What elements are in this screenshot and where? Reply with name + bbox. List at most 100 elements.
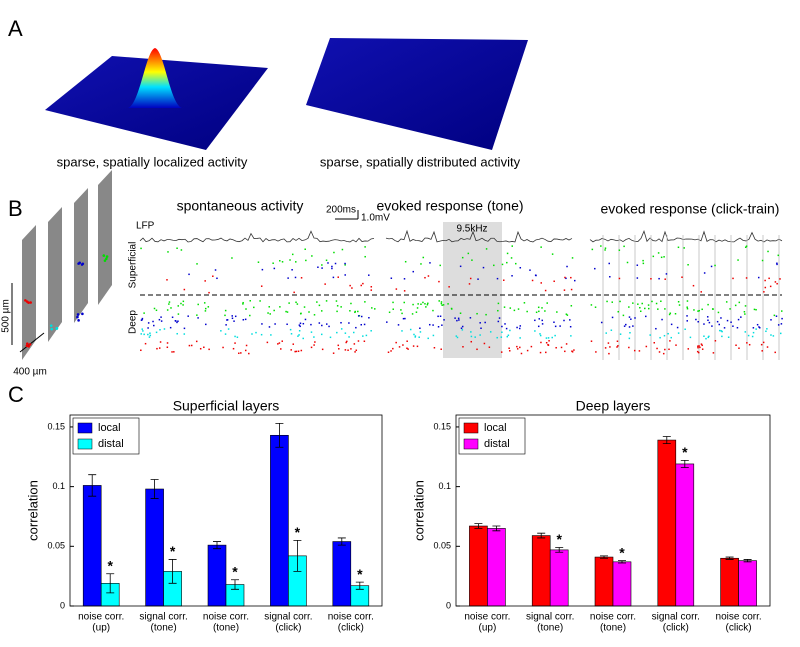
spike-dot bbox=[608, 262, 610, 265]
spike-dot bbox=[752, 327, 755, 329]
spike-dot bbox=[485, 313, 487, 316]
spike-dot bbox=[274, 323, 276, 325]
spike-dot bbox=[296, 303, 299, 305]
spike-dot bbox=[427, 275, 430, 277]
spike-dot bbox=[668, 313, 671, 316]
spike-dot bbox=[509, 307, 512, 309]
spike-dot bbox=[623, 325, 626, 327]
spike-dot bbox=[769, 285, 772, 288]
spike-dot bbox=[212, 275, 214, 277]
spike-dot bbox=[753, 308, 756, 311]
error-bar bbox=[725, 556, 734, 560]
spike-dot bbox=[503, 279, 505, 281]
spike-dot bbox=[540, 341, 542, 344]
spike-dot bbox=[313, 336, 315, 338]
spike-dot bbox=[234, 335, 236, 338]
spike-dot bbox=[291, 253, 294, 256]
spike-dot bbox=[232, 347, 235, 350]
spike-dot bbox=[534, 330, 536, 332]
error-bar bbox=[474, 523, 483, 529]
spike-dot bbox=[298, 324, 301, 326]
spike-dot bbox=[190, 344, 193, 347]
spike-dot bbox=[261, 268, 264, 271]
error-bar bbox=[88, 474, 97, 497]
spike-dot bbox=[752, 331, 755, 334]
spike-dot bbox=[174, 320, 177, 322]
unit-dot bbox=[24, 299, 27, 302]
spike-dot bbox=[413, 333, 415, 336]
spike-dot bbox=[390, 277, 393, 279]
spike-dot bbox=[493, 264, 495, 267]
spike-dot bbox=[606, 300, 608, 303]
spike-dot bbox=[412, 270, 415, 273]
spike-dot bbox=[539, 333, 541, 335]
spike-dot bbox=[261, 323, 263, 325]
spike-dot bbox=[177, 313, 180, 315]
spike-dot bbox=[607, 342, 610, 344]
spike-dot bbox=[663, 256, 665, 258]
spike-dot bbox=[501, 331, 503, 333]
spike-dot bbox=[651, 300, 653, 303]
spike-dot bbox=[501, 325, 503, 328]
spike-dot bbox=[730, 321, 732, 323]
spike-dot bbox=[370, 286, 373, 288]
x-tick-label: (tone) bbox=[213, 623, 239, 634]
spike-dot bbox=[334, 262, 337, 265]
spike-dot bbox=[344, 262, 346, 265]
peak bbox=[128, 48, 182, 108]
spike-dot bbox=[485, 248, 488, 250]
spike-dot bbox=[298, 334, 300, 336]
spike-dot bbox=[374, 308, 376, 310]
layer-label: Deep bbox=[128, 310, 139, 334]
unit-dot bbox=[55, 326, 59, 330]
spike-dot bbox=[768, 277, 770, 280]
spike-dot bbox=[299, 325, 301, 328]
spike-dot bbox=[370, 289, 373, 291]
spike-dot bbox=[187, 315, 189, 317]
spike-dot bbox=[506, 261, 508, 264]
lfp-trace bbox=[385, 229, 573, 243]
spike-dot bbox=[516, 345, 518, 348]
spike-dot bbox=[535, 274, 537, 277]
spike-dot bbox=[508, 347, 510, 349]
unit-dot bbox=[105, 257, 108, 261]
spike-dot bbox=[541, 319, 543, 322]
spike-dot bbox=[516, 326, 518, 329]
spike-dot bbox=[677, 301, 680, 303]
spike-dot bbox=[655, 302, 658, 305]
spike-dot bbox=[758, 326, 761, 329]
spike-dot bbox=[565, 313, 568, 315]
bar bbox=[145, 488, 164, 607]
spike-dot bbox=[159, 341, 162, 343]
spike-dot bbox=[236, 336, 239, 338]
scale-label: 400 µm bbox=[13, 367, 47, 378]
spike-dot bbox=[600, 245, 602, 247]
spike-dot bbox=[443, 319, 445, 321]
panel-label: C bbox=[8, 382, 24, 407]
spike-dot bbox=[437, 326, 440, 328]
spike-dot bbox=[467, 252, 470, 255]
spike-dot bbox=[259, 300, 261, 302]
spike-dot bbox=[505, 327, 508, 330]
spike-dot bbox=[519, 266, 522, 269]
spike-dot bbox=[744, 313, 746, 315]
spike-dot bbox=[743, 311, 746, 313]
spike-dot bbox=[302, 337, 304, 340]
spike-dot bbox=[216, 277, 218, 280]
spike-dot bbox=[725, 301, 728, 303]
layer-label: Superficial bbox=[128, 242, 139, 289]
spike-dot bbox=[570, 276, 572, 279]
spike-dot bbox=[544, 289, 547, 292]
spike-dot bbox=[277, 343, 279, 345]
spike-dot bbox=[318, 304, 321, 307]
bar bbox=[332, 541, 352, 607]
spike-dot bbox=[140, 319, 143, 321]
spike-dot bbox=[345, 341, 347, 344]
bar bbox=[207, 544, 227, 607]
spike-dot bbox=[686, 315, 688, 317]
spike-dot bbox=[412, 303, 414, 306]
spike-dot bbox=[153, 324, 155, 327]
spike-dot bbox=[438, 300, 440, 302]
spike-dot bbox=[325, 259, 328, 262]
